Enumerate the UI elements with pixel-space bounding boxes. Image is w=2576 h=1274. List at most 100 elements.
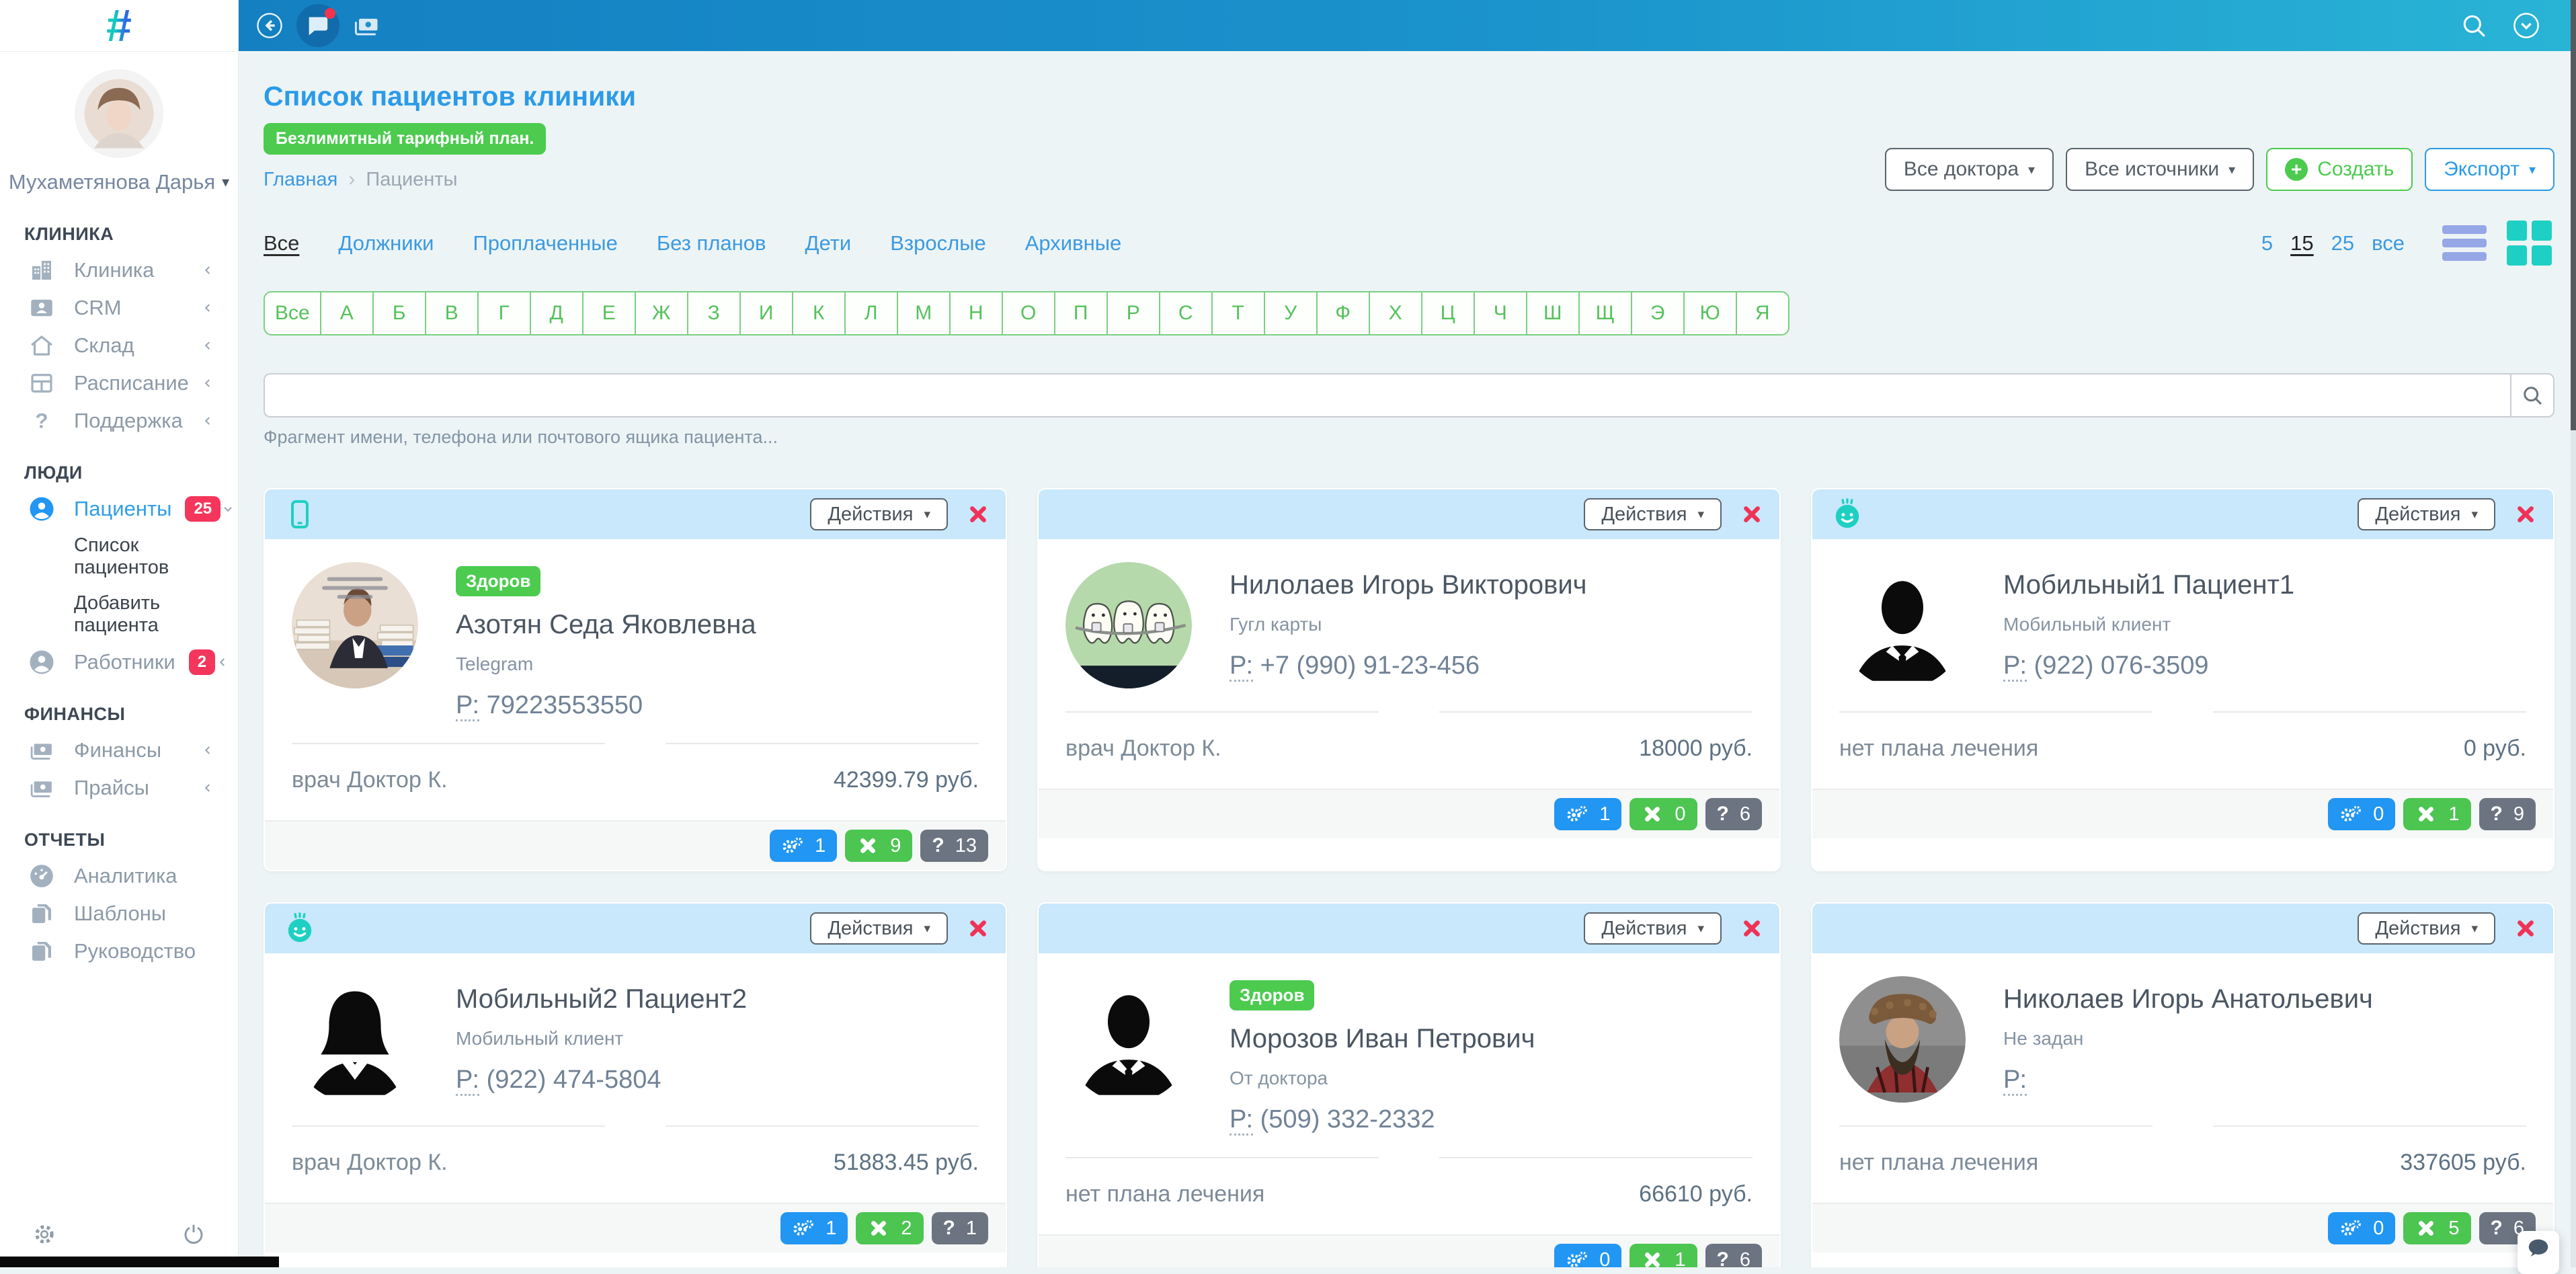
alphabet-filter-К[interactable]: К — [793, 292, 846, 334]
alphabet-filter-Р[interactable]: Р — [1108, 292, 1160, 334]
patient-avatar-woman-silhouette[interactable] — [292, 976, 418, 1103]
patient-name[interactable]: Мобильный1 Пациент1 — [2003, 570, 2295, 600]
close-icon[interactable] — [968, 918, 988, 939]
sidebar-item-пациенты[interactable]: Пациенты 25 — [0, 490, 238, 528]
patient-avatar-man-silhouette[interactable] — [1839, 562, 1966, 688]
patient-name[interactable]: Нилолаев Игорь Викторович — [1230, 570, 1587, 600]
patient-phone[interactable]: Р: (922) 474-5804 — [456, 1066, 747, 1096]
search-input[interactable] — [264, 373, 2510, 417]
cross-counter-badge[interactable]: 2 — [856, 1212, 924, 1244]
actions-dropdown[interactable]: Действия ▾ — [1584, 912, 1722, 945]
actions-dropdown[interactable]: Действия ▾ — [810, 912, 948, 945]
tab-проплаченные[interactable]: Проплаченные — [473, 231, 618, 255]
tab-взрослые[interactable]: Взрослые — [890, 231, 986, 255]
tab-все[interactable]: Все — [264, 231, 300, 255]
cross-counter-badge[interactable]: 1 — [2403, 798, 2471, 830]
doctors-filter-dropdown[interactable]: Все доктора ▾ — [1884, 148, 2054, 191]
close-icon[interactable] — [1742, 918, 1762, 939]
alphabet-filter-Г[interactable]: Г — [479, 292, 531, 334]
tab-дети[interactable]: Дети — [805, 231, 852, 255]
patient-phone[interactable]: Р: — [2003, 1066, 2373, 1096]
page-size-25[interactable]: 25 — [2331, 231, 2355, 255]
alphabet-filter-Я[interactable]: Я — [1755, 302, 1770, 324]
patient-phone[interactable]: Р: 79223553550 — [456, 691, 756, 721]
alphabet-filter-Ц[interactable]: Ц — [1422, 292, 1475, 334]
alphabet-filter-В[interactable]: В — [426, 292, 479, 334]
alphabet-filter-З[interactable]: З — [688, 292, 741, 334]
cross-counter-badge[interactable]: 9 — [845, 830, 913, 862]
power-icon[interactable] — [182, 1222, 206, 1250]
question-counter-badge[interactable]: ? 6 — [1705, 798, 1762, 830]
actions-dropdown[interactable]: Действия ▾ — [810, 498, 948, 530]
alphabet-filter-Л[interactable]: Л — [846, 292, 898, 334]
actions-dropdown[interactable]: Действия ▾ — [2358, 912, 2495, 945]
question-counter-badge[interactable]: ? 13 — [920, 830, 988, 862]
sidebar-item-crm[interactable]: CRM — [0, 289, 238, 327]
alphabet-filter-Ч[interactable]: Ч — [1475, 292, 1527, 334]
patient-avatar-teeth-braces[interactable] — [1065, 562, 1192, 688]
close-icon[interactable] — [2515, 504, 2536, 524]
gears-counter-badge[interactable]: 0 — [2328, 798, 2396, 830]
sidebar-item-поддержка[interactable]: ? Поддержка — [0, 402, 238, 440]
alphabet-filter-Щ[interactable]: Щ — [1580, 292, 1632, 334]
page-size-5[interactable]: 5 — [2261, 231, 2273, 255]
sidebar-item-аналитика[interactable]: Аналитика — [0, 857, 238, 895]
cross-counter-badge[interactable]: 0 — [1629, 798, 1697, 830]
tab-должники[interactable]: Должники — [338, 231, 434, 255]
chat-notifications-icon[interactable] — [296, 4, 339, 47]
settings-gear-icon[interactable] — [32, 1222, 56, 1250]
patient-avatar-photo-office-woman[interactable] — [292, 562, 418, 688]
scrollbar[interactable] — [2571, 0, 2576, 1267]
patient-name[interactable]: Николаев Игорь Анатольевич — [2003, 984, 2373, 1014]
gears-counter-badge[interactable]: 1 — [780, 1212, 848, 1244]
close-icon[interactable] — [2515, 918, 2536, 939]
sidebar-item-расписание[interactable]: Расписание — [0, 364, 238, 402]
money-icon[interactable] — [349, 8, 384, 43]
account-chevron-icon[interactable] — [2509, 8, 2544, 43]
scrollbar-thumb[interactable] — [2571, 0, 2576, 430]
alphabet-filter-П[interactable]: П — [1055, 292, 1108, 334]
list-view-icon[interactable] — [2440, 223, 2489, 264]
sidebar-item-руководство[interactable]: Руководство — [0, 932, 238, 970]
alphabet-filter-Е[interactable]: Е — [583, 292, 636, 334]
search-icon[interactable] — [2456, 8, 2491, 43]
patient-avatar-photo-fur-hat-man[interactable] — [1839, 976, 1966, 1103]
page-size-все[interactable]: все — [2372, 231, 2405, 255]
alphabet-filter-Н[interactable]: Н — [951, 292, 1003, 334]
sidebar-item-работники[interactable]: Работники 2 — [0, 643, 238, 681]
alphabet-filter-Ж[interactable]: Ж — [636, 292, 688, 334]
alphabet-filter-О[interactable]: О — [1003, 292, 1055, 334]
alphabet-filter-Б[interactable]: Б — [374, 292, 426, 334]
close-icon[interactable] — [968, 504, 988, 524]
patient-phone[interactable]: Р: (509) 332-2332 — [1230, 1105, 1535, 1136]
alphabet-filter-М[interactable]: М — [898, 292, 951, 334]
sidebar-item-клиника[interactable]: Клиника — [0, 251, 238, 289]
gears-counter-badge[interactable]: 0 — [2328, 1212, 2396, 1244]
question-counter-badge[interactable]: ? 6 — [1705, 1244, 1762, 1267]
page-size-15[interactable]: 15 — [2290, 231, 2314, 255]
alphabet-filter-Х[interactable]: Х — [1370, 292, 1422, 334]
cross-counter-badge[interactable]: 1 — [1629, 1244, 1697, 1267]
back-icon[interactable] — [252, 8, 287, 43]
alphabet-filter-Ш[interactable]: Ш — [1527, 292, 1580, 334]
alphabet-filter-И[interactable]: И — [741, 292, 793, 334]
tab-архивные[interactable]: Архивные — [1024, 231, 1122, 255]
actions-dropdown[interactable]: Действия ▾ — [2358, 498, 2495, 530]
alphabet-filter-Э[interactable]: Э — [1632, 292, 1685, 334]
gears-counter-badge[interactable]: 1 — [1554, 798, 1622, 830]
grid-view-icon[interactable] — [2504, 218, 2554, 268]
user-avatar[interactable] — [75, 69, 163, 158]
alphabet-filter-Т[interactable]: Т — [1213, 292, 1265, 334]
alphabet-filter-Ф[interactable]: Ф — [1318, 292, 1370, 334]
sources-filter-dropdown[interactable]: Все источники ▾ — [2066, 148, 2255, 191]
patient-avatar-man-silhouette[interactable] — [1065, 976, 1192, 1103]
support-chat-button[interactable] — [2518, 1231, 2559, 1274]
sidebar-item-прайсы[interactable]: Прайсы — [0, 769, 238, 807]
gears-counter-badge[interactable]: 1 — [770, 830, 838, 862]
user-menu[interactable]: Мухаметянова Дарья ▾ — [9, 170, 229, 194]
cross-counter-badge[interactable]: 5 — [2403, 1212, 2471, 1244]
alphabet-filter-У[interactable]: У — [1265, 292, 1318, 334]
search-button[interactable] — [2510, 373, 2554, 417]
alphabet-filter-Д[interactable]: Д — [531, 292, 583, 334]
alphabet-filter-А[interactable]: А — [321, 292, 374, 334]
